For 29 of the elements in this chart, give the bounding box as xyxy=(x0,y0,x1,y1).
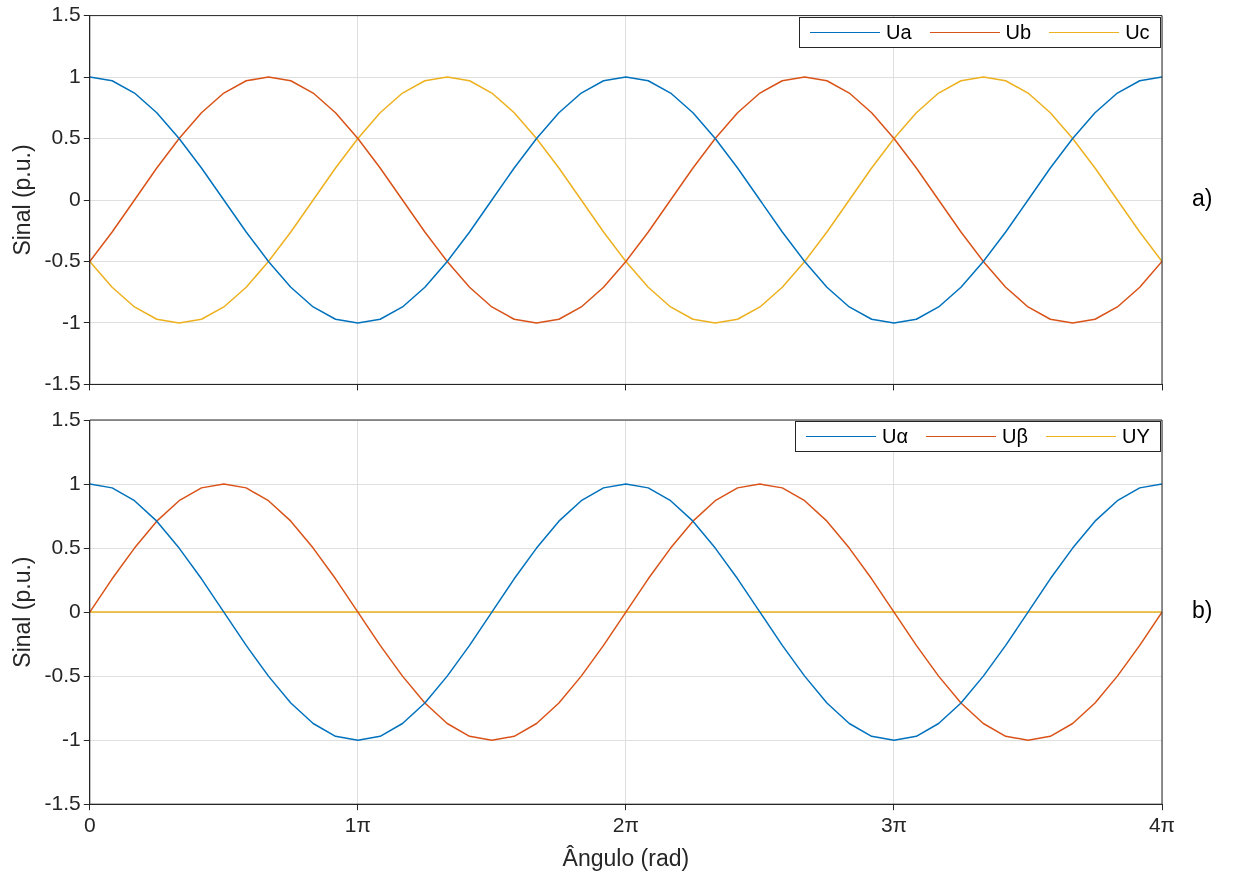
text: b) xyxy=(1192,597,1213,624)
x-axis-title: Ângulo (rad) xyxy=(562,844,690,871)
y-tick-label: 0 xyxy=(69,598,81,622)
legend-label: UΥ xyxy=(1121,425,1150,448)
text: a) xyxy=(1192,185,1213,212)
y-tick-label: 1 xyxy=(69,470,81,494)
y-tick-label: 0.5 xyxy=(51,534,81,558)
y-tick-label: 1 xyxy=(69,63,81,87)
y-tick-label: 1.5 xyxy=(51,2,81,26)
y-tick-label: -0.5 xyxy=(44,248,81,272)
y-tick-label: 0.5 xyxy=(51,125,81,149)
y-axis-title: Sinal (p.u.) xyxy=(9,144,36,256)
y-axis-title: Sinal (p.u.) xyxy=(9,556,36,668)
legend-label: Ua xyxy=(886,20,912,44)
x-tick-label: 3π xyxy=(880,812,908,836)
y-tick-label: -1 xyxy=(62,309,81,333)
y-tick-label: -1.5 xyxy=(44,791,81,814)
legend-label: Uc xyxy=(1125,20,1150,44)
y-tick-label: -1 xyxy=(62,726,81,750)
x-tick-label: 1π xyxy=(344,812,371,836)
y-tick-label: -1.5 xyxy=(44,371,81,395)
y-tick-label: 0 xyxy=(69,186,81,210)
legend-label: Ub xyxy=(1005,20,1032,44)
y-tick-label: -0.5 xyxy=(44,662,81,686)
x-tick-label: 4π xyxy=(1148,812,1176,836)
legend-label: Uβ xyxy=(1002,425,1028,448)
x-tick-label: 2π xyxy=(612,812,639,836)
y-tick-label: 1.5 xyxy=(51,406,81,430)
legend-label: Uα xyxy=(882,425,909,448)
